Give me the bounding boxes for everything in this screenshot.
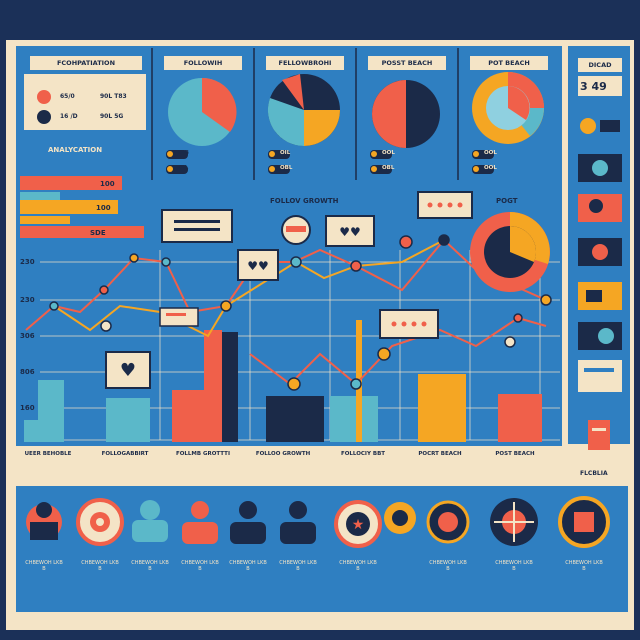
person-caption-1: CHBEWOH LKB B	[25, 560, 63, 572]
bottom-label-4: FOLLOO GROWTH	[255, 451, 311, 457]
bottom-label-2: FOLLOGABBIRT	[101, 451, 149, 457]
bottom-label-1: UEER BEHOBLE	[24, 451, 72, 457]
side-footer: FLCBLIA	[580, 470, 608, 477]
people-row: ★	[26, 496, 610, 548]
legend-row1-pct: 65/0	[60, 93, 75, 100]
svg-text:♥♥: ♥♥	[247, 259, 269, 273]
person-caption-8: CHBEWOH LKB B	[429, 560, 467, 572]
person-caption-5: CHBEWOH LKB B	[229, 560, 267, 572]
pie-legend-2a: OIL	[280, 150, 291, 156]
side-header: DICAD	[578, 58, 622, 72]
person-caption-10: CHBEWOH LKB B	[565, 560, 603, 572]
bottom-label-7: POST BEACH	[495, 451, 535, 457]
pie-chart-3	[372, 80, 440, 148]
legend-row2-val: 90L 5G	[100, 113, 124, 120]
legend-row2-pct: 16 /D	[60, 113, 78, 120]
pie-legend-4b: OOL	[484, 165, 497, 171]
legend-dot-navy	[37, 110, 51, 124]
pie-legend-4a: OOL	[484, 150, 497, 156]
hbar-value-3: SDE	[90, 229, 106, 237]
section-title: ANALYCATION	[48, 146, 103, 154]
svg-text:★: ★	[352, 517, 365, 533]
svg-text:♥: ♥	[120, 360, 136, 381]
y-tick-2: 230	[20, 296, 35, 304]
post-donut-chart	[470, 212, 550, 292]
pie-chart-2	[267, 74, 340, 147]
y-tick-1: 230	[20, 258, 35, 266]
person-caption-9: CHBEWOH LKB B	[495, 560, 533, 572]
person-caption-3: CHBEWOH LKB B	[131, 560, 169, 572]
pie-chart-1	[168, 77, 237, 146]
column-dividers	[151, 48, 459, 180]
pie-legend-3a: OOL	[382, 150, 395, 156]
header-2: FOLLOWIH	[164, 56, 242, 70]
y-tick-5: 160	[20, 404, 35, 412]
legend-dot-coral	[37, 90, 51, 104]
bottom-label-5: FOLLOCIY BBT	[340, 451, 386, 457]
hbar-value-2: 100	[96, 204, 111, 212]
y-tick-4: 806	[20, 368, 35, 376]
pie-legend-pills	[166, 150, 494, 174]
trend-points	[49, 234, 552, 391]
pie-legend-1b: OIL	[178, 165, 189, 171]
pie-chart-4	[472, 72, 544, 144]
header-5: POT BEACH	[470, 56, 548, 70]
side-icons	[578, 76, 622, 450]
bottom-label-plates	[18, 448, 548, 460]
y-tick-3: 306	[20, 332, 35, 340]
vertical-bars	[24, 320, 542, 442]
bottom-label-6: POCRT BEACH	[418, 451, 462, 457]
horizontal-bars	[20, 176, 144, 238]
header-4: POSST BEACH	[368, 56, 446, 70]
post-chart-title: POGT	[496, 197, 518, 205]
svg-text:♥♥: ♥♥	[339, 225, 361, 239]
hbar-value-1: 100	[100, 180, 115, 188]
person-caption-7: CHBEWOH LKB B	[339, 560, 377, 572]
speech-bubbles: ♥♥ ♥♥ ♥	[105, 191, 473, 389]
side-value: 3 49	[580, 80, 607, 93]
person-caption-2: CHBEWOH LKB B	[81, 560, 119, 572]
pie-legend-3b: OBL	[382, 165, 395, 171]
pie-legend-2b: OBL	[280, 165, 293, 171]
person-caption-4: CHBEWOH LKB B	[181, 560, 219, 572]
header-3: FELLOWBROHI	[266, 56, 344, 70]
header-1: FCOHPATIATION	[30, 56, 142, 70]
legend-row1-val: 90L T83	[100, 93, 127, 100]
growth-chart-title: FOLLOV GROWTH	[270, 197, 339, 205]
person-caption-6: CHBEWOH LKB B	[279, 560, 317, 572]
bottom-label-3: FOLLMB GROTTTI	[175, 451, 230, 457]
pie-legend-1a: OIB	[178, 150, 189, 156]
